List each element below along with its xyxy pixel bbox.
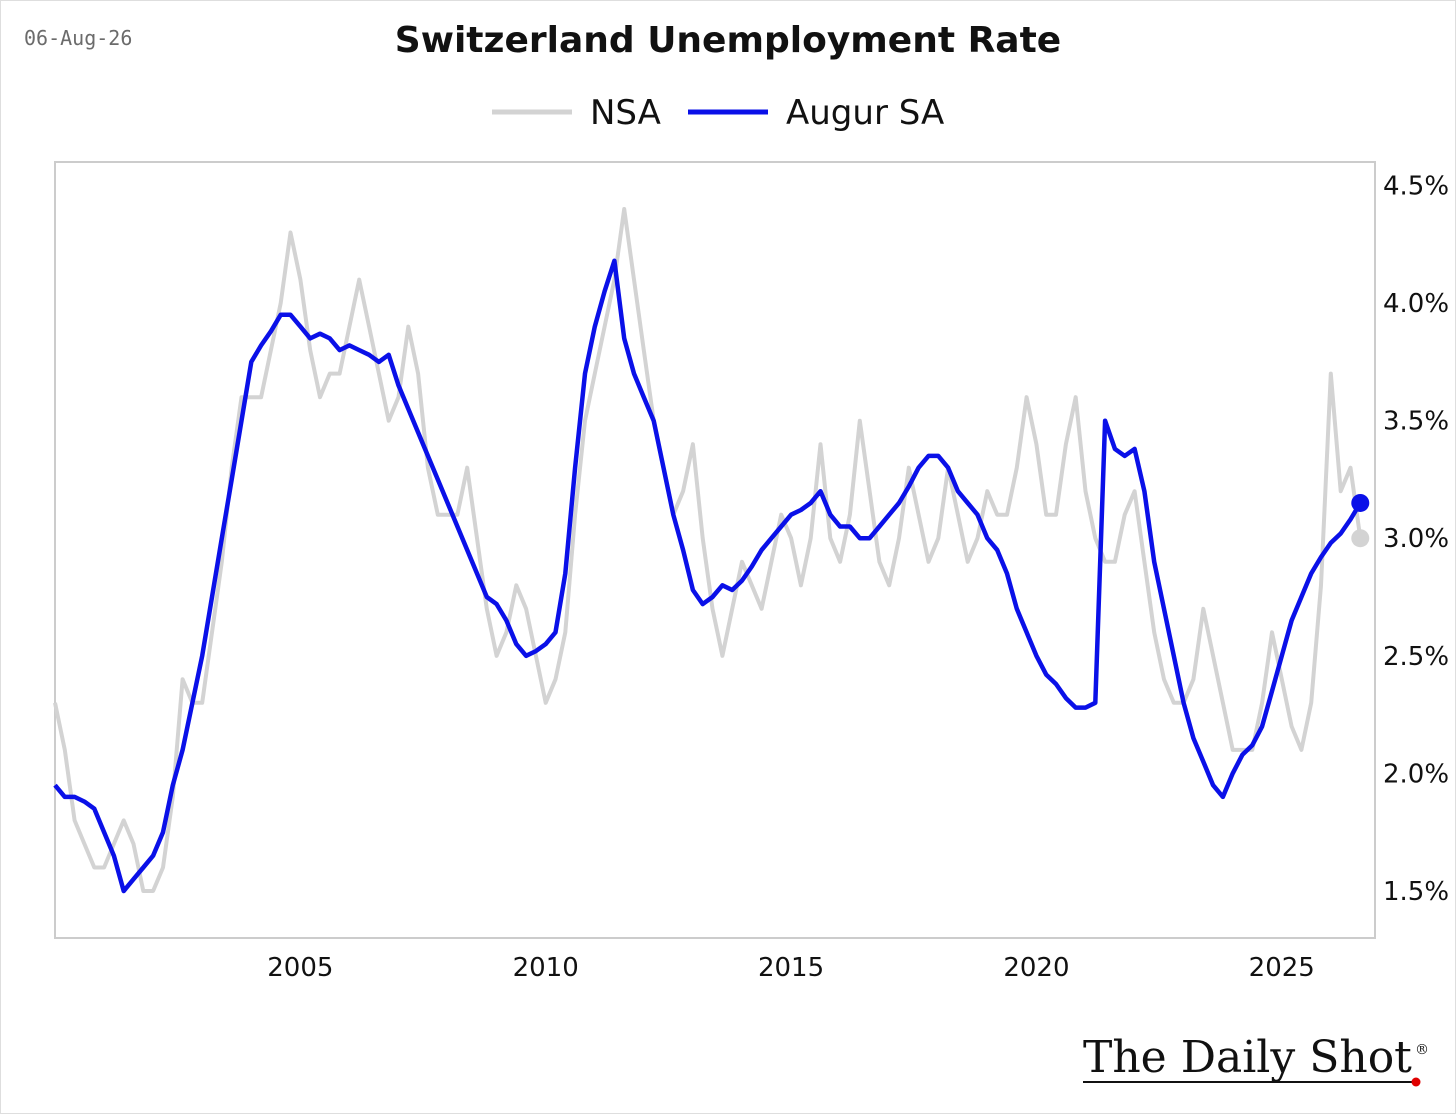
- plot-area: [54, 161, 1376, 939]
- y-tick-label: 2.5%: [1383, 642, 1449, 672]
- y-tick-label: 1.5%: [1383, 877, 1449, 907]
- x-tick-label: 2025: [1249, 953, 1315, 983]
- x-tick-label: 2010: [513, 953, 579, 983]
- series-layer: [53, 207, 1370, 894]
- y-tick-label: 3.0%: [1383, 524, 1449, 554]
- chart-title: Switzerland Unemployment Rate: [395, 20, 1061, 61]
- logo-text: The Daily Shot: [1083, 1032, 1412, 1083]
- y-tick-label: 2.0%: [1383, 759, 1449, 789]
- x-tick-label: 2020: [1003, 953, 1069, 983]
- y-tick-label: 4.5%: [1383, 172, 1449, 202]
- legend-label-augur-sa: Augur SA: [786, 93, 944, 133]
- x-axis: 2005 2010 2015 2020 2025: [267, 953, 1315, 983]
- series-endpoint-augur-sa: [1351, 493, 1370, 512]
- series-line-augur-sa: [53, 258, 1363, 894]
- y-axis: 1.5% 2.0% 2.5% 3.0% 3.5% 4.0% 4.5%: [1383, 172, 1449, 907]
- logo-red-dot: [1411, 1077, 1421, 1087]
- x-tick-label: 2015: [758, 953, 824, 983]
- series-endpoint-nsa: [1351, 529, 1370, 548]
- series-line-nsa: [53, 207, 1363, 893]
- logo-registered-mark: ®: [1415, 1042, 1429, 1058]
- y-tick-label: 3.5%: [1383, 407, 1449, 437]
- y-tick-label: 4.0%: [1383, 289, 1449, 319]
- chart-date: 06-Aug-26: [24, 26, 132, 50]
- legend-label-nsa: NSA: [590, 93, 661, 133]
- x-tick-label: 2005: [267, 953, 333, 983]
- daily-shot-logo: The Daily Shot ®: [1083, 1032, 1429, 1087]
- legend: NSA Augur SA: [492, 93, 944, 133]
